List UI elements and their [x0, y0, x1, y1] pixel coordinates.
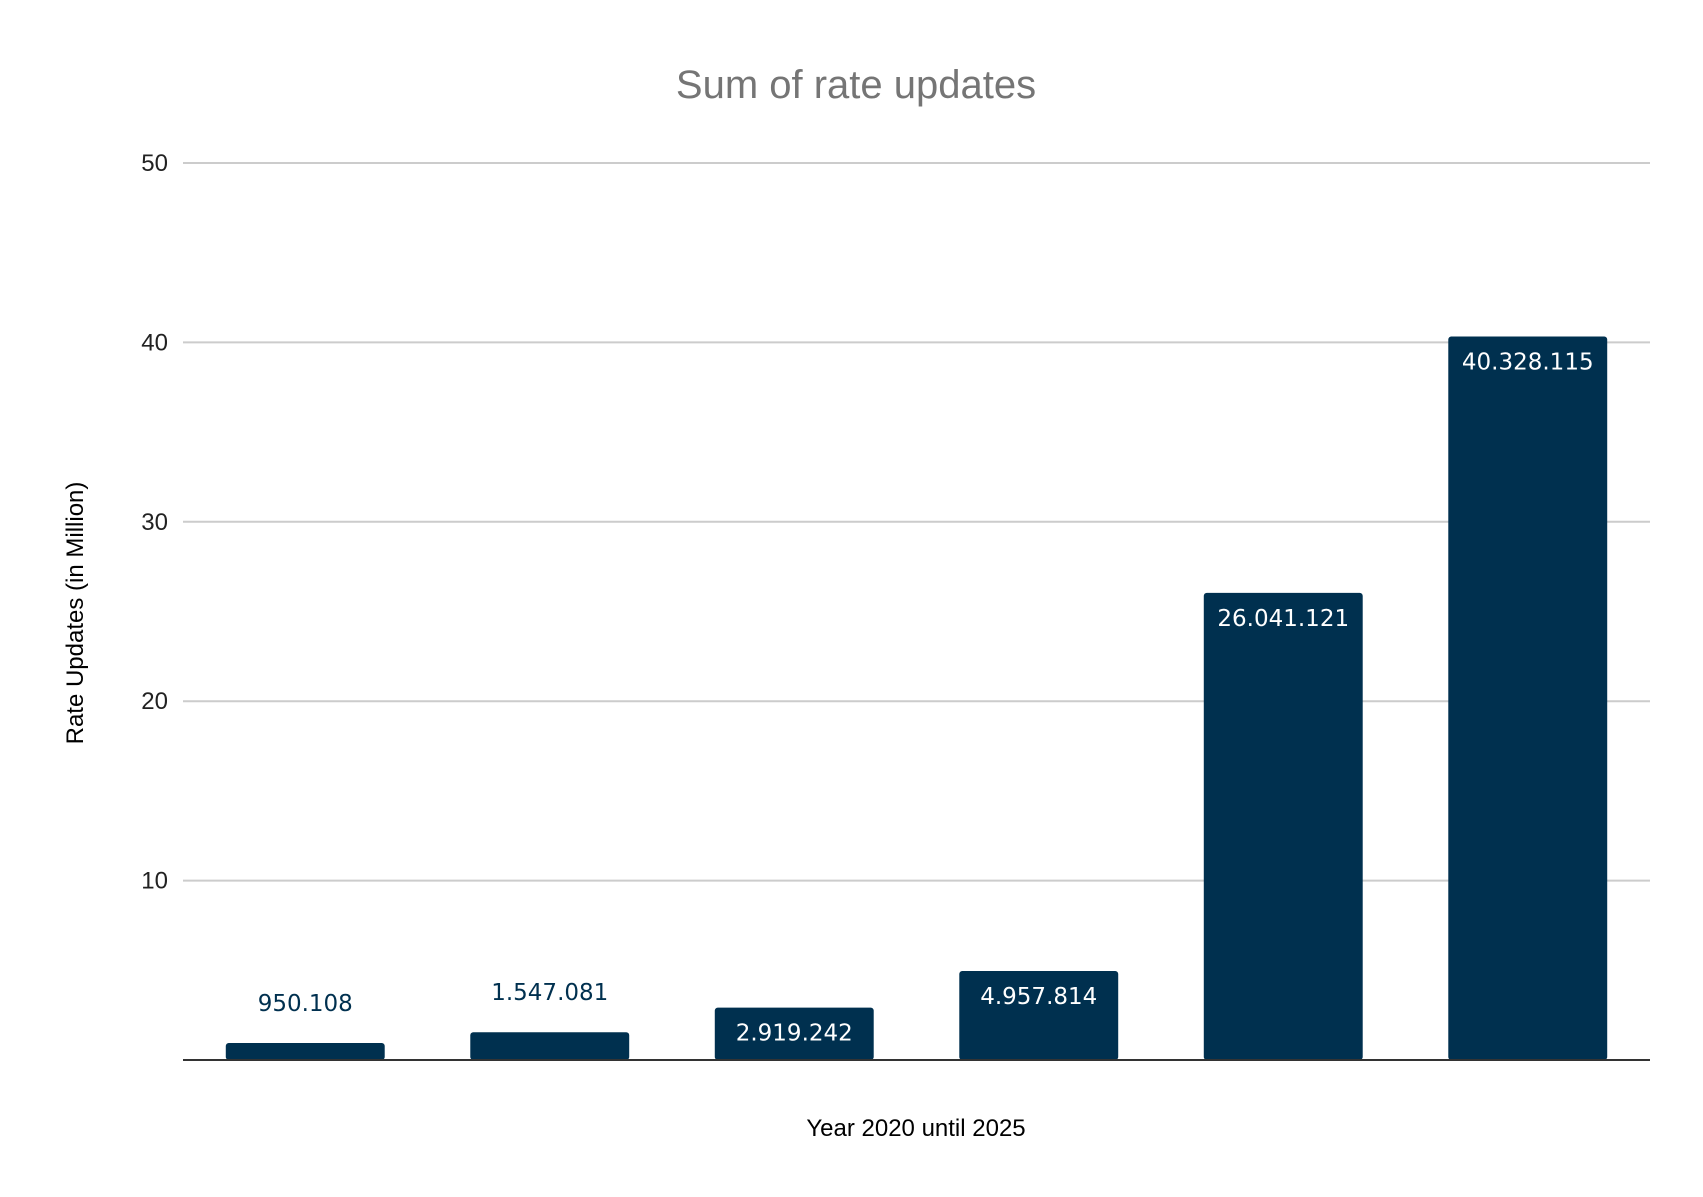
data-label: 26.041.121 [1217, 606, 1349, 632]
y-tick-label: 30 [141, 509, 168, 536]
chart-title: Sum of rate updates [676, 63, 1036, 107]
y-tick-label: 10 [141, 868, 168, 895]
bars [225, 336, 1608, 1060]
data-labels: 950.108 1.547.081 2.919.242 4.957.814 26.041… [258, 350, 1594, 1047]
y-tick-label: 20 [141, 688, 168, 715]
x-axis-label: Year 2020 until 2025 [806, 1115, 1025, 1142]
y-tick-label: 40 [141, 329, 168, 356]
bar [714, 1007, 874, 1060]
y-tick-label: 50 [141, 150, 168, 177]
bar [1448, 336, 1608, 1060]
gridlines [183, 162, 1650, 882]
bar [959, 971, 1119, 1060]
data-label: 4.957.814 [980, 984, 1097, 1010]
bar [1203, 592, 1363, 1060]
data-label: 2.919.242 [736, 1021, 853, 1047]
y-axis-label: Rate Updates (in Million) [62, 482, 89, 745]
bar [470, 1032, 630, 1060]
data-label: 1.547.081 [491, 980, 608, 1006]
data-label: 950.108 [258, 991, 353, 1017]
data-label: 40.328.115 [1462, 350, 1594, 376]
bar [225, 1042, 385, 1060]
y-axis-ticks: 10 20 30 40 50 [141, 150, 168, 895]
